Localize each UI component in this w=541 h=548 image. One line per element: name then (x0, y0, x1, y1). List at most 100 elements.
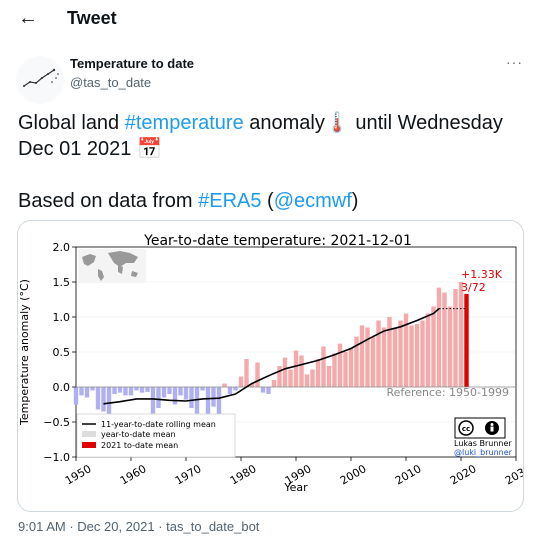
y-tick-label: 1.5 (53, 276, 71, 289)
tweet-text-segment: ) (351, 190, 359, 212)
bar (409, 325, 414, 387)
bar (266, 387, 271, 394)
bar (79, 387, 84, 396)
bar (244, 359, 249, 387)
legend: 11-year-to-date rolling mean year-to-dat… (76, 413, 236, 458)
bar (139, 387, 145, 393)
tweet-line-1: Global land #temperature anomaly🌡️ until… (18, 110, 528, 162)
bar (227, 387, 233, 394)
chart-image[interactable]: Year-to-date temperature: 2021-12-01 195… (17, 220, 524, 512)
tweet-text-segment: Based on data from (18, 190, 199, 212)
bar (172, 387, 178, 405)
bar (101, 387, 106, 412)
bar (348, 348, 354, 387)
svg-text:cc: cc (462, 425, 470, 433)
bar (293, 350, 299, 387)
bar (106, 387, 112, 417)
bar (332, 353, 337, 387)
bar (128, 387, 134, 396)
bar (277, 366, 282, 387)
meta-separator: · (65, 519, 78, 534)
tweet-text: Global land #temperature anomaly🌡️ until… (18, 110, 528, 214)
bar (414, 324, 420, 387)
bar (398, 320, 403, 387)
tweet-text-segment: Global land (18, 112, 125, 134)
mention-ecmwf[interactable]: @ecmwf (273, 190, 352, 212)
x-axis-label: Year (283, 481, 308, 494)
bar (90, 387, 95, 391)
bar (447, 306, 453, 387)
bar (123, 387, 128, 396)
bar (326, 366, 332, 387)
meta-separator: · (154, 519, 167, 534)
bar (453, 289, 458, 387)
y-tick-label: −1.0 (43, 451, 70, 464)
bar (216, 387, 222, 426)
bar (359, 325, 365, 387)
avatar-image (23, 68, 59, 87)
bar (403, 313, 409, 387)
bar (315, 359, 321, 387)
bar (381, 327, 387, 387)
author-handle[interactable]: @tas_to_date (70, 75, 152, 90)
bar (365, 327, 370, 387)
more-icon[interactable]: ··· (506, 54, 523, 70)
x-tick-label: 2010 (393, 462, 424, 487)
bar (282, 357, 288, 387)
bar (387, 317, 392, 387)
bar (112, 387, 117, 394)
bar (310, 369, 315, 387)
highlight-rank-label: 3/72 (461, 281, 486, 294)
author-name[interactable]: Temperature to date (70, 56, 195, 71)
bar (211, 387, 216, 407)
tweet-date[interactable]: Dec 20, 2021 (77, 519, 155, 534)
bar (189, 387, 194, 408)
bar (84, 387, 90, 398)
avatar[interactable] (16, 56, 64, 104)
bar (354, 336, 359, 387)
bar (167, 387, 172, 394)
legend-mean-swatch (82, 431, 96, 437)
bar (255, 362, 260, 387)
x-tick-label: 1970 (173, 462, 204, 487)
y-tick-label: 1.0 (53, 311, 71, 324)
x-tick-label: 1980 (228, 462, 259, 487)
y-tick-label: 0.0 (53, 381, 71, 394)
hashtag-temperature[interactable]: #temperature (124, 112, 244, 134)
bar (321, 346, 326, 387)
bar (249, 383, 255, 387)
bar (200, 387, 205, 391)
rolling-mean-line (103, 308, 440, 405)
bar (150, 387, 156, 414)
thermometer-icon: 🌡️ (324, 112, 350, 134)
bar (442, 292, 447, 387)
reference-label: Reference: 1950-1999 (386, 386, 509, 399)
x-tick-label: 1960 (118, 462, 149, 487)
arrow-left-icon[interactable]: ← (18, 7, 38, 29)
x-tick-label: 1950 (63, 462, 94, 487)
bar (134, 387, 139, 391)
legend-box (76, 413, 236, 458)
bar (222, 383, 227, 387)
bar (436, 287, 442, 387)
bar (288, 369, 293, 387)
tweet-source[interactable]: tas_to_date_bot (166, 519, 260, 534)
bar (260, 387, 266, 393)
top-bar: ← Tweet (0, 0, 541, 38)
tweet-line-2: Based on data from #ERA5 (@ecmwf) (18, 188, 528, 214)
tweet-text-segment: ( (261, 190, 274, 212)
legend-year-mean: year-to-date mean (101, 430, 176, 439)
y-axis-label: Temperature anomaly (°C) (18, 279, 31, 426)
bar (271, 380, 277, 387)
bar (304, 374, 310, 387)
legend-rolling-mean: 11-year-to-date rolling mean (101, 420, 216, 429)
bar (425, 313, 431, 387)
y-tick-label: −0.5 (43, 416, 70, 429)
tweet-text-segment: until Wednesday Dec 01 2021 (18, 112, 503, 160)
credit-name: Lukas Brunner (454, 439, 512, 448)
calendar-icon: 📅 (136, 138, 162, 160)
bar (178, 387, 183, 396)
bar (337, 343, 343, 387)
tweet-time[interactable]: 9:01 AM (18, 519, 66, 534)
hashtag-era5[interactable]: #ERA5 (198, 190, 262, 212)
